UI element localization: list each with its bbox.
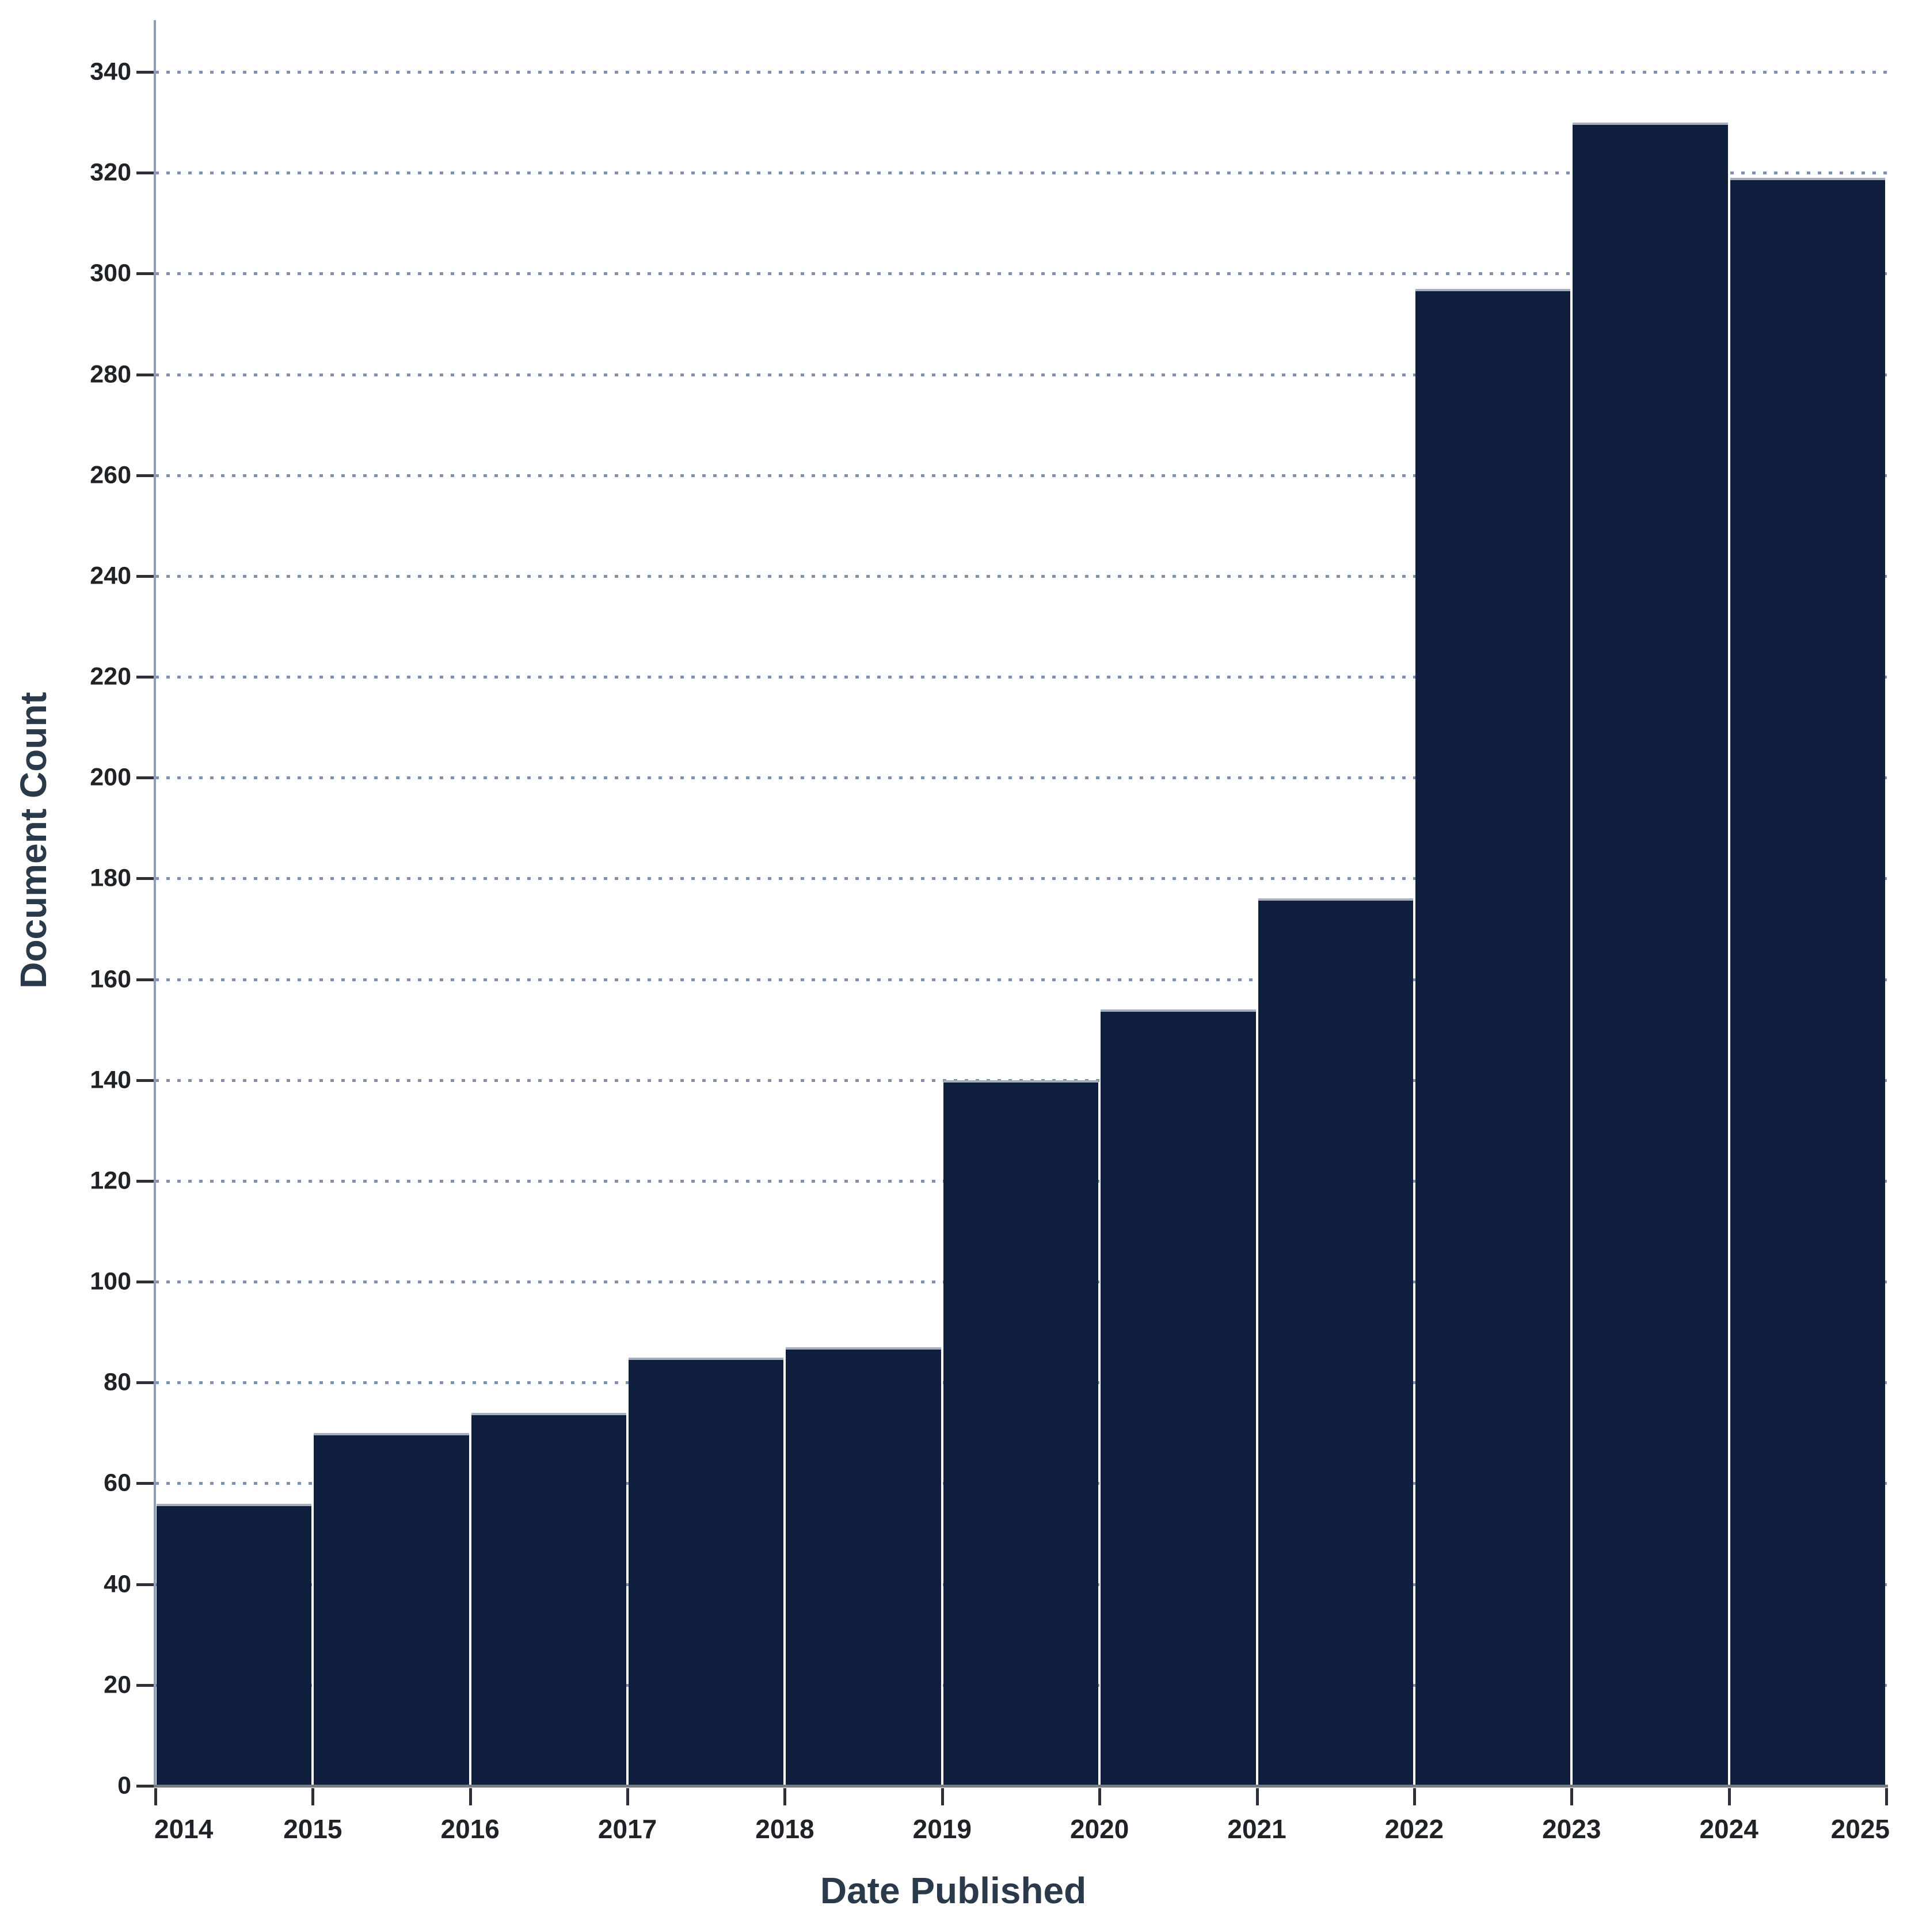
x-tick-2023 bbox=[1570, 1788, 1574, 1805]
y-tick-label-80: 80 bbox=[104, 1368, 131, 1396]
bar-2020[interactable] bbox=[1101, 1009, 1256, 1786]
x-tick-2016 bbox=[469, 1788, 472, 1805]
y-tick-80 bbox=[136, 1381, 154, 1385]
x-tick-label-2021: 2021 bbox=[1227, 1814, 1286, 1844]
x-axis-line bbox=[154, 1785, 1888, 1788]
y-axis-title: Document Count bbox=[13, 692, 54, 989]
y-tick-260 bbox=[136, 474, 154, 477]
y-tick-label-120: 120 bbox=[90, 1167, 131, 1195]
x-tick-2025 bbox=[1885, 1788, 1888, 1805]
x-tick-label-2025: 2025 bbox=[1830, 1814, 1890, 1844]
y-tick-40 bbox=[136, 1583, 154, 1586]
x-tick-2018 bbox=[783, 1788, 787, 1805]
y-tick-label-340: 340 bbox=[90, 58, 131, 86]
y-tick-label-160: 160 bbox=[90, 965, 131, 993]
x-tick-2017 bbox=[626, 1788, 630, 1805]
y-tick-160 bbox=[136, 978, 154, 981]
y-tick-0 bbox=[136, 1785, 154, 1788]
x-tick-label-2016: 2016 bbox=[440, 1814, 500, 1844]
x-tick-label-2018: 2018 bbox=[755, 1814, 814, 1844]
x-tick-2015 bbox=[311, 1788, 315, 1805]
y-tick-20 bbox=[136, 1683, 154, 1687]
y-tick-300 bbox=[136, 272, 154, 276]
x-tick-label-2022: 2022 bbox=[1384, 1814, 1444, 1844]
bar-2014[interactable] bbox=[157, 1503, 312, 1786]
y-tick-340 bbox=[136, 71, 154, 74]
x-tick-label-2017: 2017 bbox=[597, 1814, 657, 1844]
y-tick-label-60: 60 bbox=[104, 1469, 131, 1497]
y-tick-label-100: 100 bbox=[90, 1267, 131, 1295]
y-tick-60 bbox=[136, 1482, 154, 1485]
y-tick-180 bbox=[136, 877, 154, 881]
y-tick-100 bbox=[136, 1281, 154, 1284]
gridline-340 bbox=[155, 71, 1889, 74]
y-tick-label-200: 200 bbox=[90, 763, 131, 791]
gridline-260 bbox=[155, 474, 1889, 477]
x-tick-2022 bbox=[1413, 1788, 1416, 1805]
bar-2017[interactable] bbox=[629, 1357, 784, 1786]
y-tick-220 bbox=[136, 676, 154, 679]
y-tick-label-220: 220 bbox=[90, 662, 131, 691]
y-tick-label-320: 320 bbox=[90, 158, 131, 186]
gridline-280 bbox=[155, 373, 1889, 376]
y-tick-140 bbox=[136, 1079, 154, 1082]
gridline-300 bbox=[155, 272, 1889, 276]
x-tick-2014 bbox=[154, 1788, 157, 1805]
bar-2023[interactable] bbox=[1573, 122, 1728, 1786]
x-tick-2021 bbox=[1255, 1788, 1259, 1805]
gridline-200 bbox=[155, 776, 1889, 780]
y-axis-line bbox=[154, 20, 156, 1788]
bar-2021[interactable] bbox=[1258, 898, 1413, 1786]
y-tick-label-300: 300 bbox=[90, 259, 131, 287]
x-tick-2024 bbox=[1727, 1788, 1731, 1805]
y-tick-label-260: 260 bbox=[90, 461, 131, 489]
bar-2015[interactable] bbox=[314, 1432, 469, 1786]
x-tick-label-2014: 2014 bbox=[154, 1814, 214, 1844]
x-tick-2020 bbox=[1098, 1788, 1102, 1805]
y-tick-label-20: 20 bbox=[104, 1671, 131, 1699]
x-tick-2019 bbox=[941, 1788, 944, 1805]
bar-2019[interactable] bbox=[943, 1080, 1099, 1786]
y-tick-280 bbox=[136, 373, 154, 376]
x-tick-label-2024: 2024 bbox=[1699, 1814, 1758, 1844]
bar-2018[interactable] bbox=[786, 1347, 941, 1786]
x-axis-title: Date Published bbox=[820, 1870, 1087, 1911]
y-tick-320 bbox=[136, 172, 154, 175]
bar-2016[interactable] bbox=[471, 1412, 627, 1786]
gridline-220 bbox=[155, 676, 1889, 679]
gridline-160 bbox=[155, 978, 1889, 981]
x-tick-label-2023: 2023 bbox=[1542, 1814, 1601, 1844]
y-tick-120 bbox=[136, 1179, 154, 1183]
x-tick-label-2020: 2020 bbox=[1070, 1814, 1129, 1844]
y-tick-label-240: 240 bbox=[90, 562, 131, 590]
y-tick-label-140: 140 bbox=[90, 1066, 131, 1094]
gridline-240 bbox=[155, 574, 1889, 578]
y-tick-label-0: 0 bbox=[117, 1771, 131, 1800]
bar-2024[interactable] bbox=[1730, 177, 1885, 1786]
gridline-320 bbox=[155, 172, 1889, 175]
y-tick-label-40: 40 bbox=[104, 1570, 131, 1598]
y-tick-label-180: 180 bbox=[90, 864, 131, 892]
x-tick-label-2015: 2015 bbox=[283, 1814, 342, 1844]
bar-2022[interactable] bbox=[1415, 288, 1571, 1786]
gridline-180 bbox=[155, 877, 1889, 881]
x-tick-label-2019: 2019 bbox=[912, 1814, 972, 1844]
y-tick-200 bbox=[136, 776, 154, 780]
y-tick-label-280: 280 bbox=[90, 360, 131, 388]
y-tick-240 bbox=[136, 574, 154, 578]
